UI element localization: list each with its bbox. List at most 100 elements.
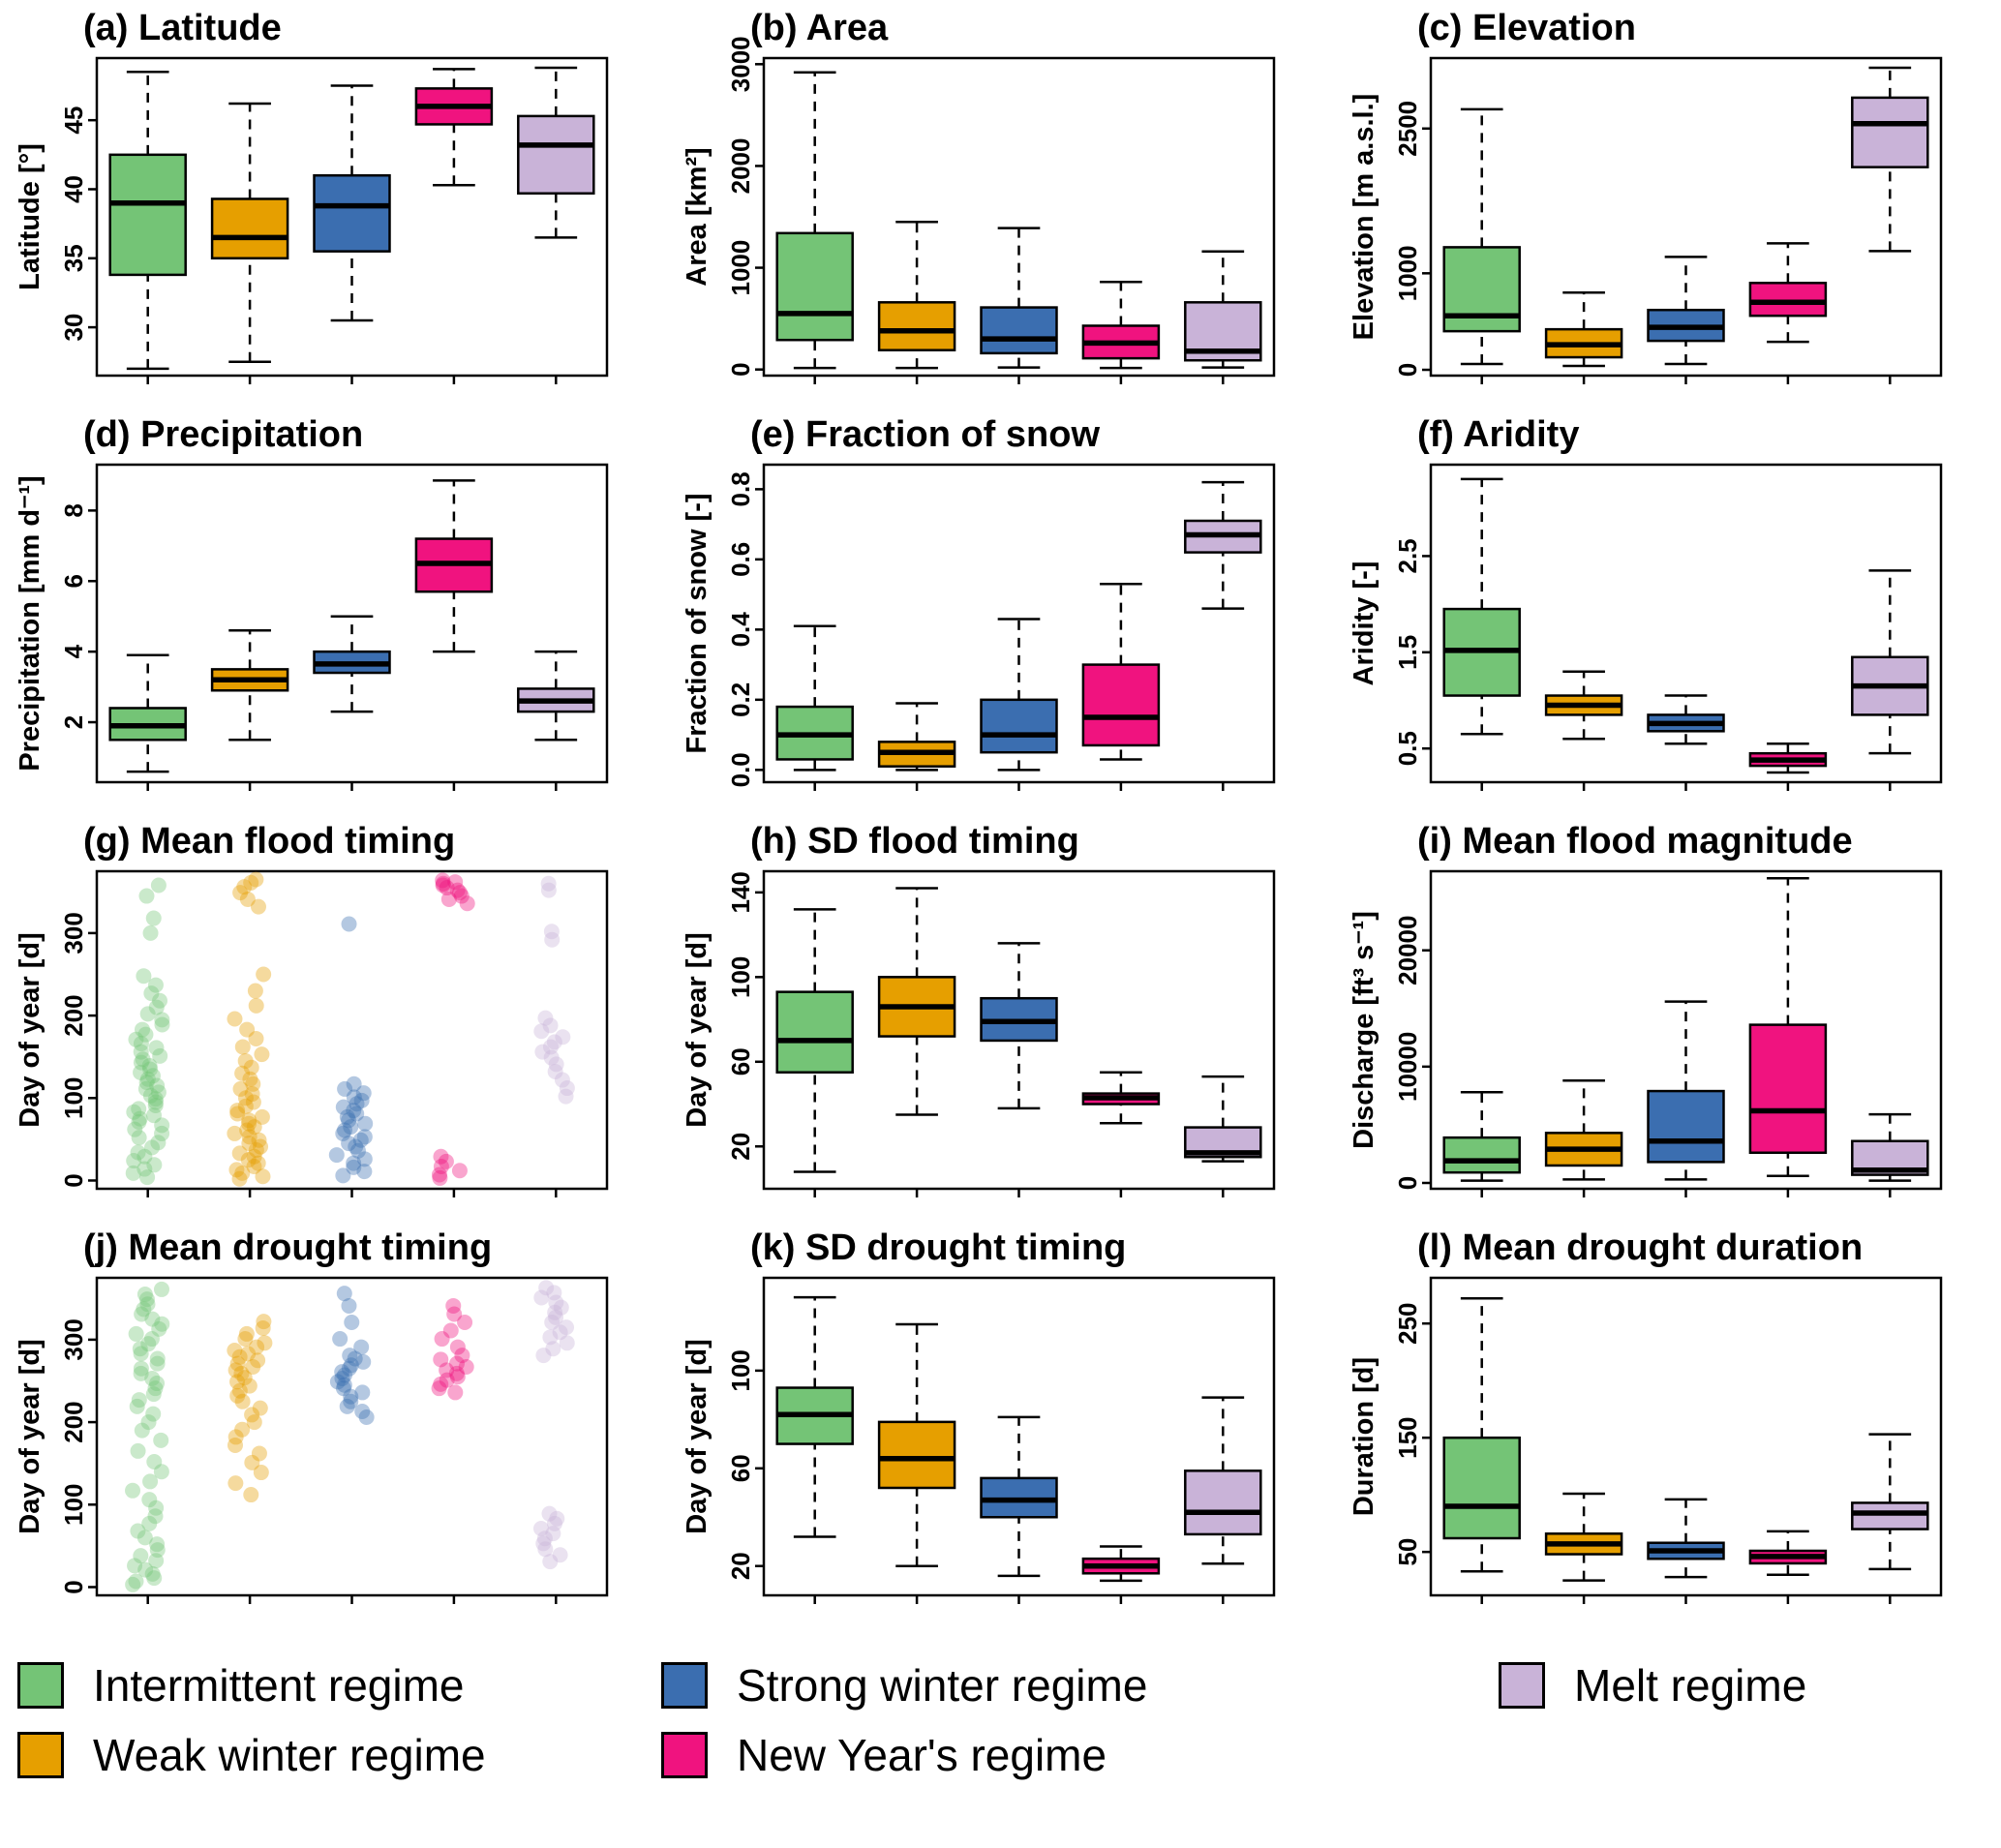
legend: Intermittent regime Weak winter regime S…	[0, 1626, 2001, 1781]
svg-text:Precipitation [mm d⁻¹]: Precipitation [mm d⁻¹]	[15, 475, 45, 771]
legend-label-strong-winter: Strong winter regime	[737, 1660, 1148, 1711]
legend-item-new-year: New Year's regime	[661, 1729, 1499, 1781]
panel-k-plot: 20 60 100 Day of year [d]	[682, 1276, 1276, 1604]
svg-text:0.4: 0.4	[726, 612, 755, 648]
svg-text:1.5: 1.5	[1393, 635, 1422, 670]
legend-label-new-year: New Year's regime	[737, 1730, 1107, 1780]
svg-text:Day of year [d]: Day of year [d]	[682, 932, 712, 1127]
legend-swatch-strong-winter	[661, 1662, 708, 1709]
panel-f-title: (f) Aridity	[1417, 414, 1580, 455]
panel-g-plot: 0 100 200 300 Day of year [d]	[15, 869, 609, 1197]
legend-swatch-weak-winter	[17, 1732, 64, 1778]
svg-text:100: 100	[726, 1349, 755, 1391]
svg-text:2000: 2000	[726, 138, 755, 195]
panel-h: (h) SD flood timing 20 60 100 140 Day of yea…	[667, 813, 1334, 1220]
svg-text:Area [km²]: Area [km²]	[682, 147, 712, 286]
svg-text:Duration [d]: Duration [d]	[1349, 1357, 1379, 1516]
panel-j-plot: 0 100 200 300 Day of year [d]	[15, 1276, 609, 1604]
svg-text:1000: 1000	[1393, 245, 1422, 301]
legend-label-intermittent: Intermittent regime	[93, 1660, 465, 1711]
panel-d: (d) Precipitation 2 4 6 8 Precipitation [mm …	[0, 407, 667, 813]
svg-text:Day of year [d]: Day of year [d]	[15, 932, 45, 1127]
svg-text:40: 40	[59, 175, 88, 203]
panel-c: (c) Elevation 0 1000 2500 Elevation [m a.s.…	[1334, 0, 2001, 407]
boxplot-figure: (a) Latitude 30 35 40 45 Latitude [°] (b) Ar…	[0, 0, 2001, 1626]
svg-text:1000: 1000	[726, 240, 755, 296]
svg-text:2: 2	[59, 715, 88, 729]
svg-text:20000: 20000	[1393, 916, 1422, 985]
svg-text:0.2: 0.2	[726, 682, 755, 717]
svg-text:150: 150	[1393, 1416, 1422, 1458]
svg-text:250: 250	[1393, 1302, 1422, 1344]
panel-c-title: (c) Elevation	[1417, 8, 1636, 48]
legend-item-melt: Melt regime	[1499, 1659, 2001, 1712]
svg-text:45: 45	[59, 106, 88, 135]
panel-b-plot: 0 1000 2000 3000 Area [km²]	[682, 36, 1276, 384]
panel-g: (g) Mean flood timing 0 100 200 300 Day of y…	[0, 813, 667, 1220]
svg-text:2500: 2500	[1393, 101, 1422, 157]
panel-l-title: (l) Mean drought duration	[1417, 1227, 1864, 1268]
svg-text:0.0: 0.0	[726, 752, 755, 787]
panel-c-plot: 0 1000 2500 Elevation [m a.s.l.]	[1349, 56, 1943, 384]
svg-text:Day of year [d]: Day of year [d]	[15, 1339, 45, 1533]
svg-text:Fraction of snow [-]: Fraction of snow [-]	[682, 493, 712, 753]
panel-f: (f) Aridity 0.5 1.5 2.5 Aridity [-]	[1334, 407, 2001, 813]
svg-text:140: 140	[726, 871, 755, 913]
svg-text:100: 100	[59, 1077, 88, 1119]
svg-text:50: 50	[1393, 1538, 1422, 1566]
legend-item-strong-winter: Strong winter regime	[661, 1659, 1499, 1712]
panel-j-title: (j) Mean drought timing	[83, 1227, 493, 1268]
svg-text:20: 20	[726, 1133, 755, 1161]
panel-a: (a) Latitude 30 35 40 45 Latitude [°]	[0, 0, 667, 407]
svg-text:0: 0	[1393, 363, 1422, 377]
svg-text:300: 300	[59, 1318, 88, 1360]
panel-b: (b) Area 0 1000 2000 3000 Area [km²]	[667, 0, 1334, 407]
panel-e-plot: 0.0 0.2 0.4 0.6 0.8 Fraction of snow [-]	[682, 463, 1276, 791]
svg-text:Discharge [ft³ s⁻¹]: Discharge [ft³ s⁻¹]	[1349, 911, 1379, 1149]
panel-h-plot: 20 60 100 140 Day of year [d]	[682, 869, 1276, 1197]
legend-item-weak-winter: Weak winter regime	[17, 1729, 661, 1781]
svg-text:300: 300	[59, 912, 88, 954]
svg-text:0.8: 0.8	[726, 471, 755, 506]
legend-swatch-melt	[1499, 1662, 1545, 1709]
svg-text:0.6: 0.6	[726, 542, 755, 577]
svg-text:30: 30	[59, 314, 88, 342]
legend-item-intermittent: Intermittent regime	[17, 1659, 661, 1712]
legend-swatch-intermittent	[17, 1662, 64, 1709]
svg-text:Aridity [-]: Aridity [-]	[1349, 561, 1379, 686]
svg-text:6: 6	[59, 574, 88, 588]
panel-i-title: (i) Mean flood magnitude	[1417, 821, 1853, 862]
panel-i-plot: 0 10000 20000 Discharge [ft³ s⁻¹]	[1349, 869, 1943, 1197]
svg-text:Elevation [m a.s.l.]: Elevation [m a.s.l.]	[1349, 94, 1379, 341]
svg-text:200: 200	[59, 1401, 88, 1442]
legend-label-melt: Melt regime	[1574, 1660, 1807, 1711]
svg-text:2.5: 2.5	[1393, 538, 1422, 573]
panel-b-title: (b) Area	[750, 8, 889, 48]
svg-text:0.5: 0.5	[1393, 731, 1422, 766]
panel-a-title: (a) Latitude	[83, 8, 282, 48]
svg-text:60: 60	[726, 1454, 755, 1482]
panel-a-plot: 30 35 40 45 Latitude [°]	[15, 56, 609, 384]
svg-text:10000: 10000	[1393, 1032, 1422, 1102]
svg-text:0: 0	[726, 362, 755, 376]
panel-j: (j) Mean drought timing 0 100 200 300 Day of…	[0, 1220, 667, 1626]
svg-text:20: 20	[726, 1552, 755, 1580]
svg-text:Latitude [°]: Latitude [°]	[15, 143, 45, 290]
panel-e: (e) Fraction of snow 0.0 0.2 0.4 0.6 0.8 Frac…	[667, 407, 1334, 813]
svg-text:4: 4	[59, 644, 88, 658]
svg-text:100: 100	[59, 1484, 88, 1526]
panel-d-plot: 2 4 6 8 Precipitation [mm d⁻¹]	[15, 463, 609, 791]
svg-text:200: 200	[59, 994, 88, 1036]
legend-swatch-new-year	[661, 1732, 708, 1778]
svg-text:8: 8	[59, 503, 88, 517]
panel-h-title: (h) SD flood timing	[750, 821, 1079, 862]
svg-text:100: 100	[726, 956, 755, 998]
panel-k-title: (k) SD drought timing	[750, 1227, 1127, 1268]
panel-i: (i) Mean flood magnitude 0 10000 20000 Disc…	[1334, 813, 2001, 1220]
svg-text:Day of year [d]: Day of year [d]	[682, 1339, 712, 1533]
svg-text:0: 0	[1393, 1176, 1422, 1190]
panel-e-title: (e) Fraction of snow	[750, 414, 1100, 455]
panel-g-title: (g) Mean flood timing	[83, 821, 456, 862]
panel-k: (k) SD drought timing 20 60 100 Day of year…	[667, 1220, 1334, 1626]
svg-text:0: 0	[59, 1173, 88, 1187]
